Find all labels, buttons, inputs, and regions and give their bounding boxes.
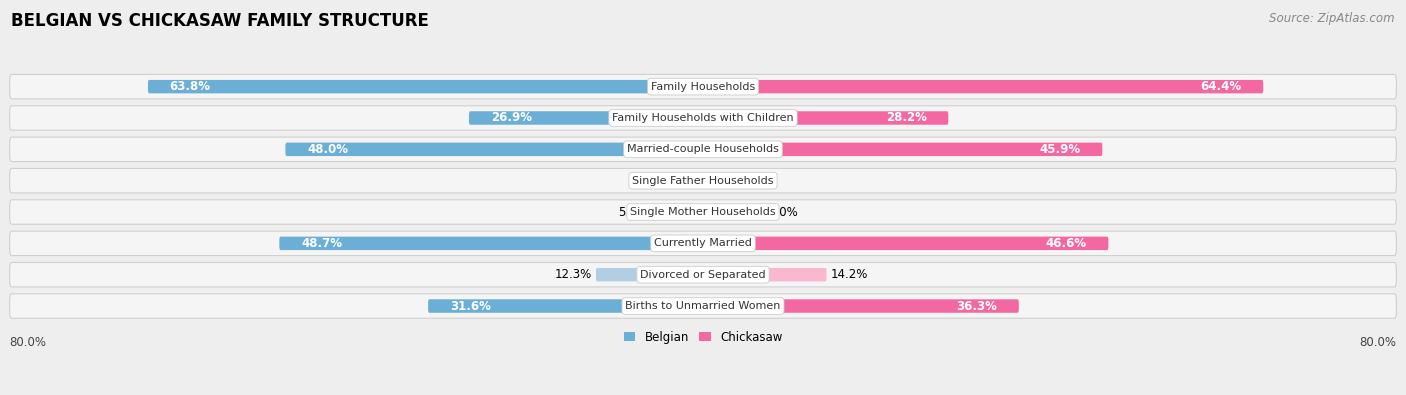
FancyBboxPatch shape — [285, 143, 703, 156]
Text: 46.6%: 46.6% — [1046, 237, 1087, 250]
FancyBboxPatch shape — [703, 80, 1263, 93]
FancyBboxPatch shape — [10, 137, 1396, 162]
Text: BELGIAN VS CHICKASAW FAMILY STRUCTURE: BELGIAN VS CHICKASAW FAMILY STRUCTURE — [11, 12, 429, 30]
Text: 2.8%: 2.8% — [731, 174, 762, 187]
FancyBboxPatch shape — [703, 237, 1108, 250]
Text: 48.0%: 48.0% — [307, 143, 349, 156]
Text: 7.0%: 7.0% — [768, 205, 799, 218]
FancyBboxPatch shape — [683, 174, 703, 187]
FancyBboxPatch shape — [148, 80, 703, 93]
Text: Single Father Households: Single Father Households — [633, 176, 773, 186]
FancyBboxPatch shape — [703, 268, 827, 281]
Text: 5.8%: 5.8% — [619, 205, 648, 218]
Text: 12.3%: 12.3% — [554, 268, 592, 281]
Text: 14.2%: 14.2% — [831, 268, 869, 281]
FancyBboxPatch shape — [280, 237, 703, 250]
Text: Family Households with Children: Family Households with Children — [612, 113, 794, 123]
FancyBboxPatch shape — [10, 294, 1396, 318]
Text: 45.9%: 45.9% — [1039, 143, 1081, 156]
Text: 48.7%: 48.7% — [301, 237, 342, 250]
Text: 80.0%: 80.0% — [10, 336, 46, 349]
FancyBboxPatch shape — [10, 168, 1396, 193]
Text: 64.4%: 64.4% — [1201, 80, 1241, 93]
Text: 80.0%: 80.0% — [1360, 336, 1396, 349]
FancyBboxPatch shape — [10, 262, 1396, 287]
Text: Currently Married: Currently Married — [654, 238, 752, 248]
FancyBboxPatch shape — [703, 143, 1102, 156]
Text: 31.6%: 31.6% — [450, 299, 491, 312]
FancyBboxPatch shape — [703, 299, 1019, 313]
FancyBboxPatch shape — [703, 174, 727, 187]
Text: Family Households: Family Households — [651, 82, 755, 92]
FancyBboxPatch shape — [703, 205, 763, 219]
Text: Single Mother Households: Single Mother Households — [630, 207, 776, 217]
FancyBboxPatch shape — [703, 111, 948, 125]
FancyBboxPatch shape — [652, 205, 703, 219]
FancyBboxPatch shape — [10, 200, 1396, 224]
Text: 28.2%: 28.2% — [886, 111, 927, 124]
Text: 26.9%: 26.9% — [491, 111, 531, 124]
Text: Divorced or Separated: Divorced or Separated — [640, 270, 766, 280]
Text: Births to Unmarried Women: Births to Unmarried Women — [626, 301, 780, 311]
Text: 63.8%: 63.8% — [170, 80, 211, 93]
FancyBboxPatch shape — [470, 111, 703, 125]
Text: 36.3%: 36.3% — [956, 299, 997, 312]
FancyBboxPatch shape — [427, 299, 703, 313]
FancyBboxPatch shape — [10, 106, 1396, 130]
Text: 2.3%: 2.3% — [650, 174, 679, 187]
Legend: Belgian, Chickasaw: Belgian, Chickasaw — [624, 331, 782, 344]
Text: Married-couple Households: Married-couple Households — [627, 144, 779, 154]
Text: Source: ZipAtlas.com: Source: ZipAtlas.com — [1270, 12, 1395, 25]
FancyBboxPatch shape — [596, 268, 703, 281]
FancyBboxPatch shape — [10, 74, 1396, 99]
FancyBboxPatch shape — [10, 231, 1396, 256]
